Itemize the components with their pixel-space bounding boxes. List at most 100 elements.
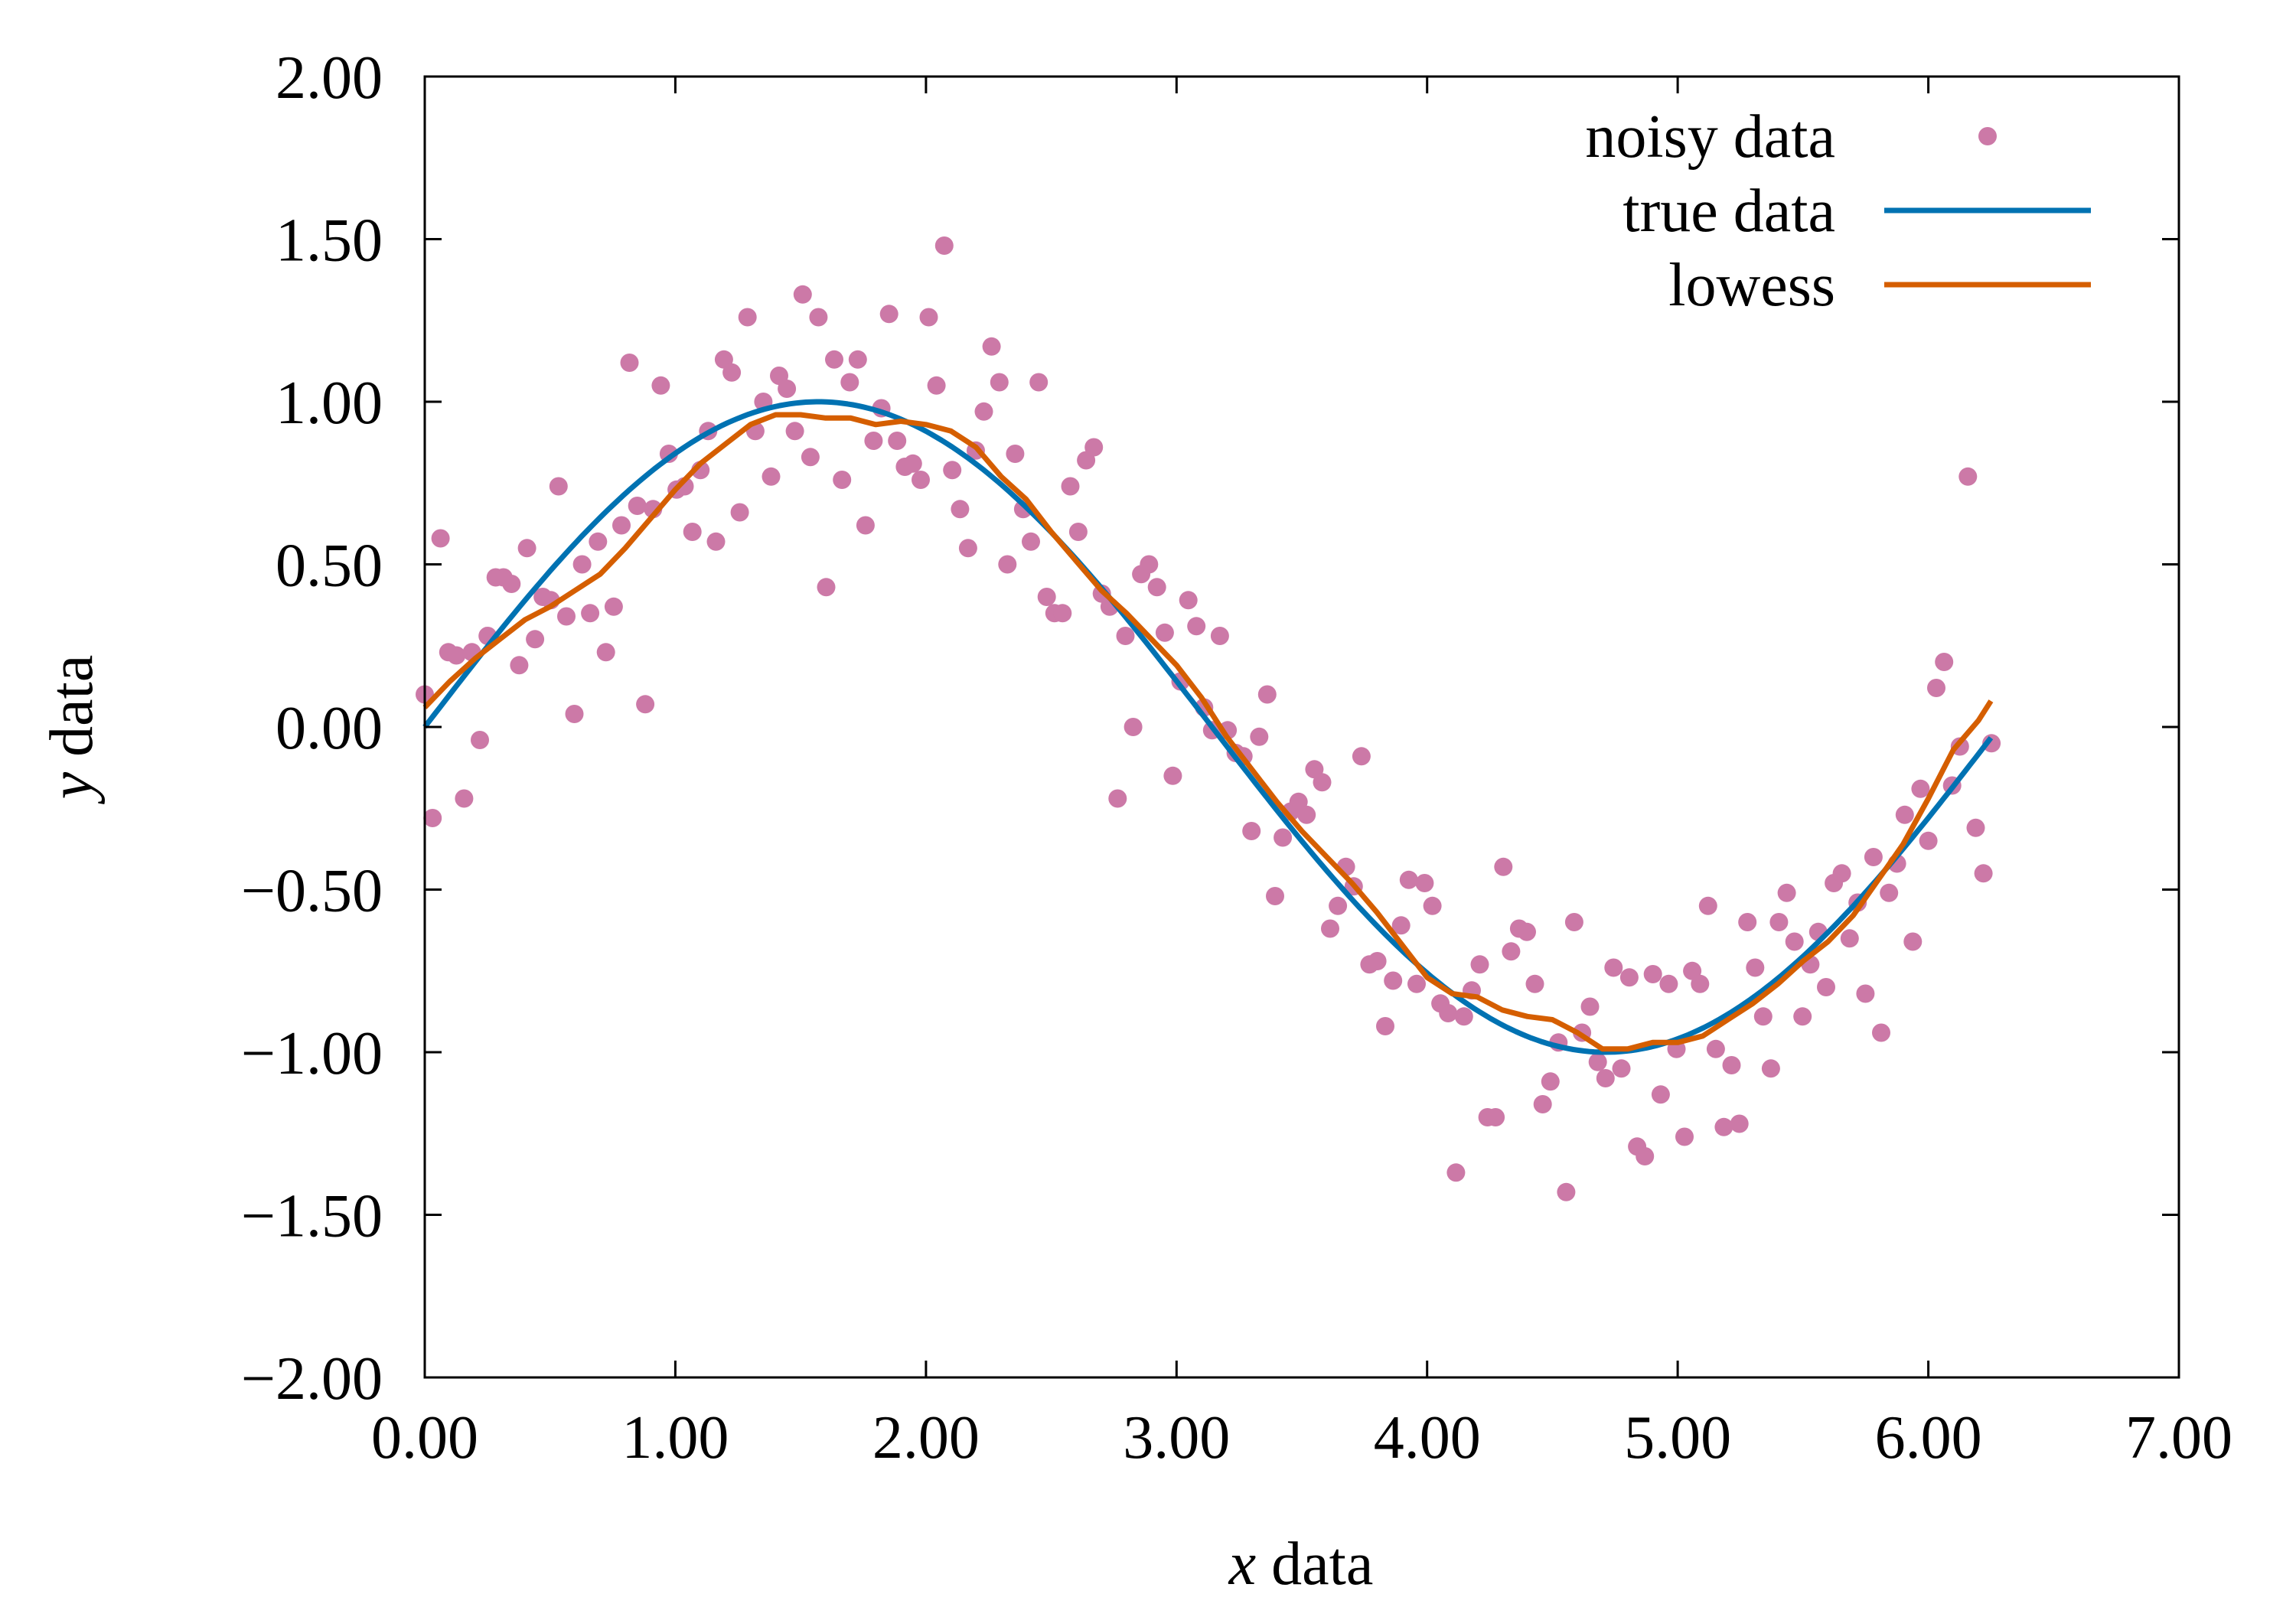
noisy-data-point xyxy=(1470,955,1489,974)
noisy-data-point xyxy=(1864,848,1883,866)
legend-label-lowess: lowess xyxy=(1668,252,1835,319)
noisy-data-point xyxy=(958,539,977,558)
noisy-data-point xyxy=(934,236,954,255)
noisy-data-point xyxy=(1179,591,1198,610)
noisy-data-point xyxy=(1919,831,1938,850)
noisy-data-point xyxy=(785,422,804,441)
noisy-data-point xyxy=(1895,805,1914,824)
noisy-data-point xyxy=(1274,828,1293,847)
noisy-data-point xyxy=(1935,653,1954,671)
x-tick-label: 7.00 xyxy=(2125,1404,2232,1472)
noisy-data-point xyxy=(1297,805,1316,824)
noisy-data-point xyxy=(778,380,797,398)
y-tick-label: −1.50 xyxy=(241,1183,383,1250)
noisy-data-point xyxy=(809,308,828,327)
noisy-data-point xyxy=(1698,896,1717,915)
noisy-data-point xyxy=(1321,919,1339,938)
noisy-data-point xyxy=(1691,974,1710,993)
axes: 0.00 1.00 2.00 3.00 4.00 5.00 6.00 7.00 −2.00 −1.… xyxy=(241,44,2232,1472)
noisy-data-point xyxy=(1557,1182,1576,1201)
noisy-data-point xyxy=(833,471,852,489)
noisy-data-point xyxy=(903,454,922,473)
noisy-data-point xyxy=(1817,978,1835,996)
noisy-data-point xyxy=(1486,1108,1505,1126)
y-axis-title: y data xyxy=(38,655,106,805)
y-tick-label: 1.50 xyxy=(276,207,383,275)
noisy-data-point xyxy=(1053,604,1072,623)
noisy-data-point xyxy=(1068,523,1088,541)
noisy-data-point xyxy=(1612,1059,1631,1078)
legend-marker-noisy-data xyxy=(1978,127,1997,145)
noisy-data-point xyxy=(793,285,812,304)
noisy-data-point xyxy=(762,467,781,486)
noisy-data-point xyxy=(927,376,946,395)
x-tick-label: 6.00 xyxy=(1875,1404,1982,1472)
noisy-data-point xyxy=(1588,1052,1607,1071)
noisy-data-point xyxy=(817,578,836,597)
noisy-data-point xyxy=(1903,932,1923,951)
y-tick-label: −0.50 xyxy=(241,858,383,925)
noisy-data-point xyxy=(572,555,592,574)
noisy-data-point xyxy=(1580,997,1600,1016)
noisy-data-point xyxy=(912,471,930,489)
noisy-data-point xyxy=(1242,822,1261,840)
noisy-data-point xyxy=(1502,942,1521,961)
noisy-data-point xyxy=(1777,883,1796,902)
noisy-data-point xyxy=(651,376,670,395)
noisy-data-point xyxy=(951,500,970,519)
noisy-data-point xyxy=(549,477,568,496)
noisy-data-point xyxy=(998,555,1017,574)
noisy-data-point xyxy=(1730,1114,1749,1133)
noisy-data-point xyxy=(1384,971,1403,990)
noisy-data-point xyxy=(722,363,742,382)
legend: noisy data true data lowess xyxy=(1585,103,2091,319)
noisy-data-point xyxy=(888,432,907,450)
plot-marks xyxy=(416,236,2001,1201)
y-tick-label: 1.00 xyxy=(276,370,383,437)
noisy-data-point xyxy=(1368,952,1387,970)
noisy-data-point xyxy=(1880,883,1899,902)
noisy-data-point xyxy=(1163,766,1182,785)
noisy-data-point xyxy=(1958,467,1978,486)
noisy-data-point xyxy=(1423,896,1442,915)
x-tick-label: 3.00 xyxy=(1123,1404,1230,1472)
noisy-data-point xyxy=(612,516,631,535)
noisy-data-point xyxy=(1329,896,1348,915)
noisy-data-point xyxy=(620,354,639,372)
plot-frame xyxy=(423,75,2180,1379)
noisy-data-point xyxy=(1533,1095,1552,1113)
noisy-data-point xyxy=(510,656,529,675)
noisy-data-point xyxy=(864,432,883,450)
noisy-data-point xyxy=(1604,958,1623,977)
noisy-data-point xyxy=(589,532,608,551)
noisy-data-point xyxy=(706,532,726,551)
y-tick-label: 2.00 xyxy=(276,44,383,112)
noisy-data-point xyxy=(840,373,859,392)
noisy-data-point xyxy=(1714,1117,1733,1136)
noisy-data-point xyxy=(1140,555,1159,574)
true-data-line xyxy=(422,399,1994,1055)
x-tick-label: 2.00 xyxy=(872,1404,980,1472)
noisy-data-point xyxy=(636,695,655,714)
noisy-data-point xyxy=(1761,1059,1780,1078)
noisy-data-point xyxy=(502,575,521,593)
noisy-data-point xyxy=(1022,532,1040,551)
noisy-data-point xyxy=(1659,974,1678,993)
noisy-data-point xyxy=(1706,1039,1725,1058)
noisy-data-point xyxy=(1564,913,1583,931)
noisy-data-point xyxy=(1391,916,1411,935)
noisy-data-point xyxy=(1439,1004,1458,1022)
noisy-data-point xyxy=(1266,887,1284,905)
noisy-data-point xyxy=(1872,1023,1890,1042)
noisy-data-point xyxy=(1352,747,1371,766)
lowess-line xyxy=(422,412,1994,1052)
noisy-data-point xyxy=(1541,1072,1560,1091)
noisy-data-point xyxy=(1250,727,1269,746)
noisy-data-point xyxy=(943,461,962,480)
noisy-data-point xyxy=(1187,617,1206,636)
noisy-data-point xyxy=(581,604,600,623)
noisy-data-point xyxy=(565,705,584,723)
noisy-data-point xyxy=(683,523,702,541)
noisy-data-point xyxy=(596,643,615,662)
